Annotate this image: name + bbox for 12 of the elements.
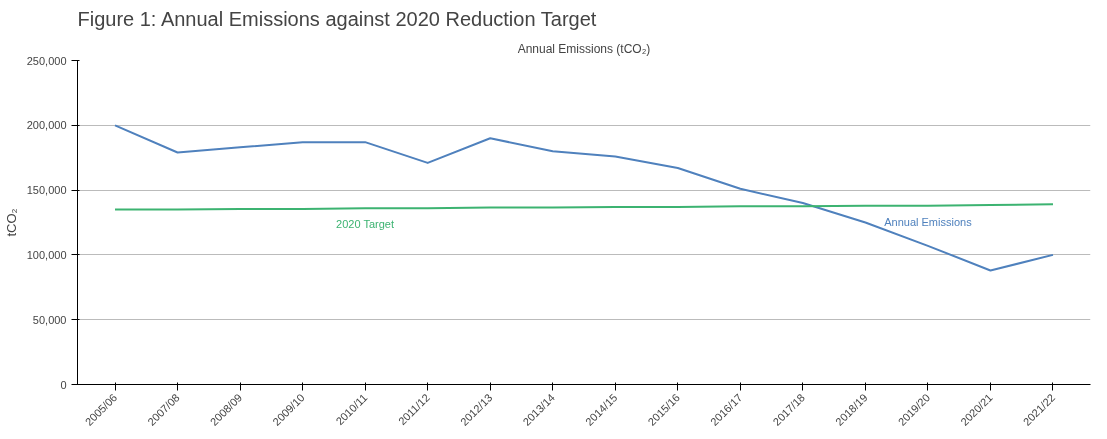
chart-title: Figure 1: Annual Emissions against 2020 Reduction Target <box>77 7 597 30</box>
y-tick-label: 150,000 <box>26 184 67 197</box>
y-tick-label: 0 <box>60 378 67 391</box>
y-tick-label: 200,000 <box>26 119 67 132</box>
y-axis-title: tCO₂ <box>3 208 19 237</box>
y-tick-label: 50,000 <box>32 313 67 326</box>
series-label: 2020 Target <box>336 218 394 231</box>
chart-subtitle: Annual Emissions (tCO₂) <box>517 41 651 56</box>
y-tick-label: 250,000 <box>26 54 67 67</box>
line-series <box>114 124 1054 272</box>
series-label: Annual Emissions <box>884 215 973 228</box>
y-tick-label: 100,000 <box>26 248 67 261</box>
